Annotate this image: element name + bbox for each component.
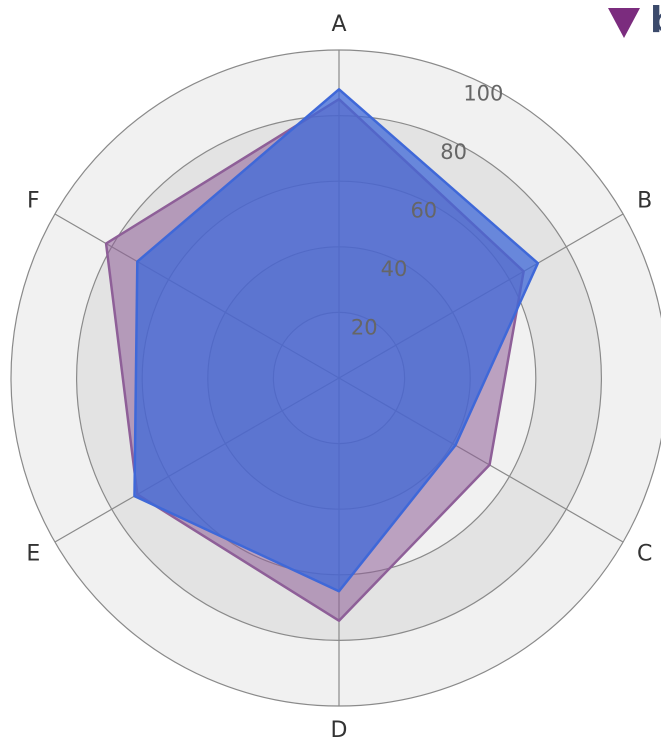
category-label: E	[26, 542, 40, 567]
category-label: B	[637, 189, 652, 214]
category-label: A	[331, 12, 346, 37]
r-tick-label: 60	[410, 199, 437, 223]
category-label: D	[331, 718, 348, 742]
category-label: C	[637, 542, 652, 567]
r-tick-label: 40	[381, 257, 408, 281]
r-tick-label: 100	[463, 82, 503, 106]
logo-text: b	[650, 0, 661, 41]
r-tick-label: 20	[351, 315, 378, 339]
logo-mark	[608, 8, 640, 38]
r-tick-label: 80	[440, 140, 467, 164]
series-area	[133, 88, 540, 593]
category-label: F	[27, 189, 40, 214]
